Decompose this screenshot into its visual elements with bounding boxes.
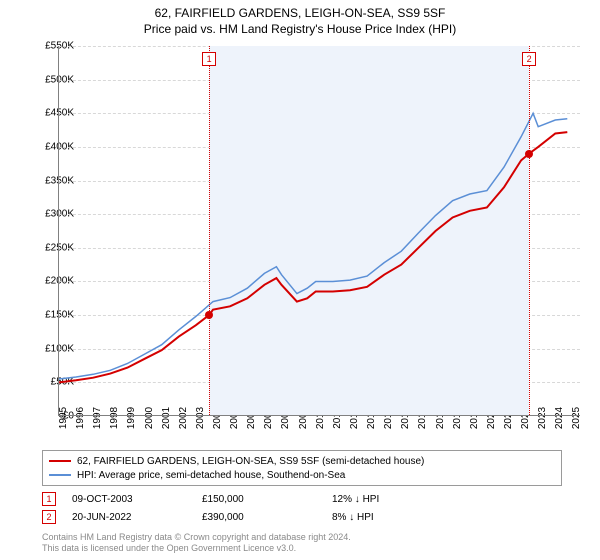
marker-dot	[205, 311, 213, 319]
footer-line-2: This data is licensed under the Open Gov…	[42, 543, 351, 554]
plot-area: 12	[58, 46, 580, 416]
legend-label: 62, FAIRFIELD GARDENS, LEIGH-ON-SEA, SS9…	[77, 456, 424, 467]
legend-swatch	[49, 460, 71, 462]
event-delta: 8% ↓ HPI	[332, 512, 462, 523]
legend-item: HPI: Average price, semi-detached house,…	[49, 468, 555, 482]
legend: 62, FAIRFIELD GARDENS, LEIGH-ON-SEA, SS9…	[42, 450, 562, 486]
chart-container: 62, FAIRFIELD GARDENS, LEIGH-ON-SEA, SS9…	[0, 0, 600, 560]
title-block: 62, FAIRFIELD GARDENS, LEIGH-ON-SEA, SS9…	[0, 0, 600, 38]
event-price: £150,000	[202, 494, 332, 505]
footer-line-1: Contains HM Land Registry data © Crown c…	[42, 532, 351, 543]
chart-subtitle: Price paid vs. HM Land Registry's House …	[0, 22, 600, 36]
chart-title-address: 62, FAIRFIELD GARDENS, LEIGH-ON-SEA, SS9…	[0, 6, 600, 20]
event-date: 09-OCT-2003	[72, 494, 202, 505]
legend-item: 62, FAIRFIELD GARDENS, LEIGH-ON-SEA, SS9…	[49, 454, 555, 468]
series-line	[59, 132, 567, 382]
event-row: 1 09-OCT-2003 £150,000 12% ↓ HPI	[42, 490, 462, 508]
marker-vline	[209, 46, 210, 415]
legend-label: HPI: Average price, semi-detached house,…	[77, 470, 345, 481]
event-date: 20-JUN-2022	[72, 512, 202, 523]
event-delta: 12% ↓ HPI	[332, 494, 462, 505]
legend-swatch	[49, 474, 71, 476]
marker-vline	[529, 46, 530, 415]
line-series	[59, 46, 581, 416]
footer: Contains HM Land Registry data © Crown c…	[42, 532, 351, 555]
event-marker-icon: 1	[42, 492, 56, 506]
marker-dot	[525, 150, 533, 158]
marker-box: 2	[522, 52, 536, 66]
marker-box: 1	[202, 52, 216, 66]
event-marker-icon: 2	[42, 510, 56, 524]
event-row: 2 20-JUN-2022 £390,000 8% ↓ HPI	[42, 508, 462, 526]
series-line	[59, 113, 567, 379]
event-list: 1 09-OCT-2003 £150,000 12% ↓ HPI 2 20-JU…	[42, 490, 462, 526]
event-price: £390,000	[202, 512, 332, 523]
